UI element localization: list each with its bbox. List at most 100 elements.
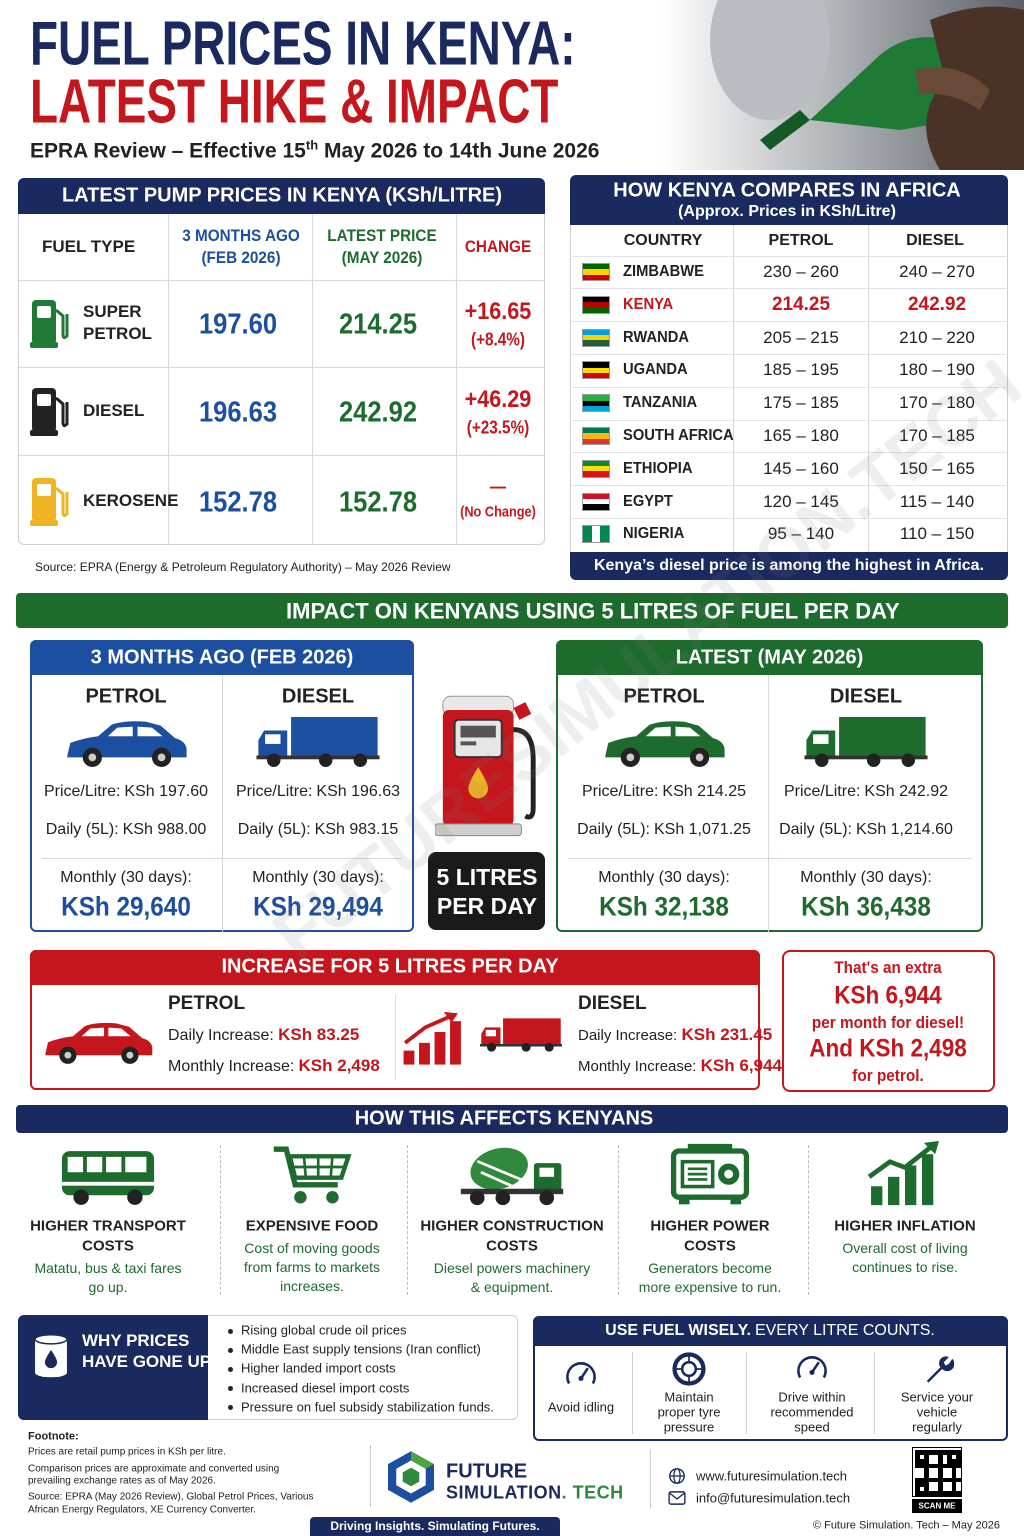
panel-title-part: 3 MONTHS AGO (FEB 2026) — [90, 646, 354, 669]
country: ETHIOPIA — [623, 460, 693, 478]
petrol-price: 165 – 180 — [551, 426, 1024, 446]
reason: Pressure on fuel subsidy stabilization f… — [241, 1399, 494, 1415]
petrol-price-part: 230 – 260 — [763, 262, 839, 282]
icon-shape — [544, 1042, 554, 1052]
flag-stripe — [583, 340, 609, 346]
icon-shape — [318, 753, 333, 767]
flag-stripe — [583, 400, 609, 406]
icon-shape — [434, 1032, 446, 1065]
icon-shape — [503, 1018, 561, 1044]
icon — [30, 300, 69, 348]
qr-cell — [947, 1459, 952, 1464]
reason-part: Rising global crude oil prices — [241, 1322, 407, 1338]
table-subtitle: (Approx. Prices in KSh/Litre) — [537, 203, 1024, 221]
price-line-part: KSh 197.60 — [124, 782, 209, 800]
price-line-part: KSh 196.63 — [316, 782, 401, 800]
diesel-price: 170 – 180 — [687, 393, 1024, 413]
qr-cell — [938, 1459, 943, 1464]
qr-cell — [938, 1491, 943, 1496]
icon — [434, 695, 536, 837]
icon-shape — [402, 1467, 420, 1487]
monthly-increase: Monthly Increase: KSh 6,944 — [578, 1056, 782, 1076]
title: LATEST HIKE & IMPACT — [30, 66, 558, 137]
row-line — [570, 485, 1008, 487]
fuel-name-part: DIESEL — [281, 685, 355, 708]
fuel-name: DIESEL — [68, 686, 568, 709]
pump-photo — [660, 0, 1024, 170]
effect-desc-part: Diesel powers machinery — [433, 1259, 591, 1276]
country-part: EGYPT — [623, 492, 673, 510]
tip-text-part: pressure — [663, 1419, 715, 1435]
icon-shape — [73, 1189, 89, 1205]
badge-text: 5 LITRES — [237, 864, 737, 890]
icon-shape — [81, 1027, 105, 1037]
icon-shape — [687, 1167, 708, 1181]
flag — [582, 328, 610, 347]
subtitle-part: th — [305, 137, 319, 153]
effect-title-part: HIGHER INFLATION — [834, 1217, 976, 1235]
subtitle-part: EPRA Review – Effective 15 — [30, 139, 306, 163]
change: +16.65 — [273, 298, 723, 326]
section-title: IMPACT ON KENYANS USING 5 LITRES OF FUEL… — [286, 598, 900, 623]
qr-cell — [919, 1491, 925, 1496]
extra-text-part: per month for diesel! — [811, 1013, 965, 1033]
qr-cell — [938, 1450, 943, 1455]
change-pct-part: (+8.4%) — [470, 329, 526, 350]
copyright-part: © Future Simulation. Tech – May 2026 — [812, 1519, 1000, 1532]
diesel-price-part: 210 – 220 — [899, 327, 975, 347]
effect-desc: increases. — [62, 1278, 562, 1294]
extra-text-part: That's an extra — [834, 958, 942, 978]
fuel-name: DIESEL — [616, 686, 1024, 709]
icon-shape — [267, 753, 281, 767]
qr-cell — [915, 1450, 920, 1455]
daily-increase: Daily Increase: KSh 83.25 — [168, 1025, 359, 1045]
icon-shape — [566, 1362, 596, 1385]
change-pct: (+8.4%) — [286, 330, 711, 351]
qr-cell — [919, 1477, 925, 1483]
row-line — [570, 321, 1008, 323]
increase-header — [30, 950, 760, 985]
country: TANZANIA — [623, 394, 697, 412]
diesel-price: 115 – 140 — [687, 492, 1024, 512]
effect-desc-part: Cost of moving goods — [244, 1239, 380, 1256]
effect-icon — [272, 1143, 352, 1207]
price-part: 152.78 — [338, 486, 418, 519]
effect-title: HIGHER TRANSPORT — [0, 1217, 358, 1234]
fuel-name: PETROL — [168, 993, 245, 1015]
icon-shape — [539, 1190, 555, 1206]
flag — [582, 263, 610, 281]
effect-title: COSTS — [262, 1237, 762, 1254]
effect-title-part: COSTS — [486, 1237, 538, 1255]
tip-text: pressure — [439, 1419, 939, 1436]
icon-shape — [678, 1197, 690, 1205]
icon-shape — [513, 702, 532, 720]
price-line-part: Price/Litre: — [43, 782, 121, 800]
row-line — [570, 354, 1008, 355]
monthly-value: KSh 29,640 — [0, 891, 351, 922]
icon-shape — [485, 1029, 497, 1037]
tip-text: Drive within — [562, 1390, 1024, 1406]
divider — [868, 225, 869, 552]
country: SOUTH AFRICA — [623, 427, 734, 445]
icon-shape — [495, 1190, 511, 1206]
icon-shape — [809, 1369, 815, 1375]
petrol-price-part: 205 – 215 — [763, 327, 839, 347]
icon-shape — [67, 721, 187, 758]
subtitle: EPRA Review – Effective 15th May 2026 to… — [30, 137, 599, 163]
price-part: 214.25 — [338, 308, 418, 341]
icon-shape — [901, 753, 916, 767]
truck-icon — [255, 717, 381, 767]
icon-shape — [921, 1154, 934, 1206]
flag-stripe — [583, 493, 609, 499]
icon-shape — [86, 1156, 103, 1173]
divider — [220, 1145, 221, 1295]
brand-name: SIMULATION. TECH — [446, 1483, 624, 1504]
fuel-name-part: PETROL — [623, 685, 705, 708]
section-banner — [16, 593, 1008, 628]
growth-icon — [402, 1004, 464, 1074]
monthly-value-part: KSh 36,438 — [801, 891, 931, 922]
divider — [808, 1145, 809, 1295]
fuel-name-part: PETROL — [85, 685, 167, 708]
diesel-price-part: 170 – 180 — [899, 393, 975, 413]
flag-stripe — [583, 428, 609, 434]
